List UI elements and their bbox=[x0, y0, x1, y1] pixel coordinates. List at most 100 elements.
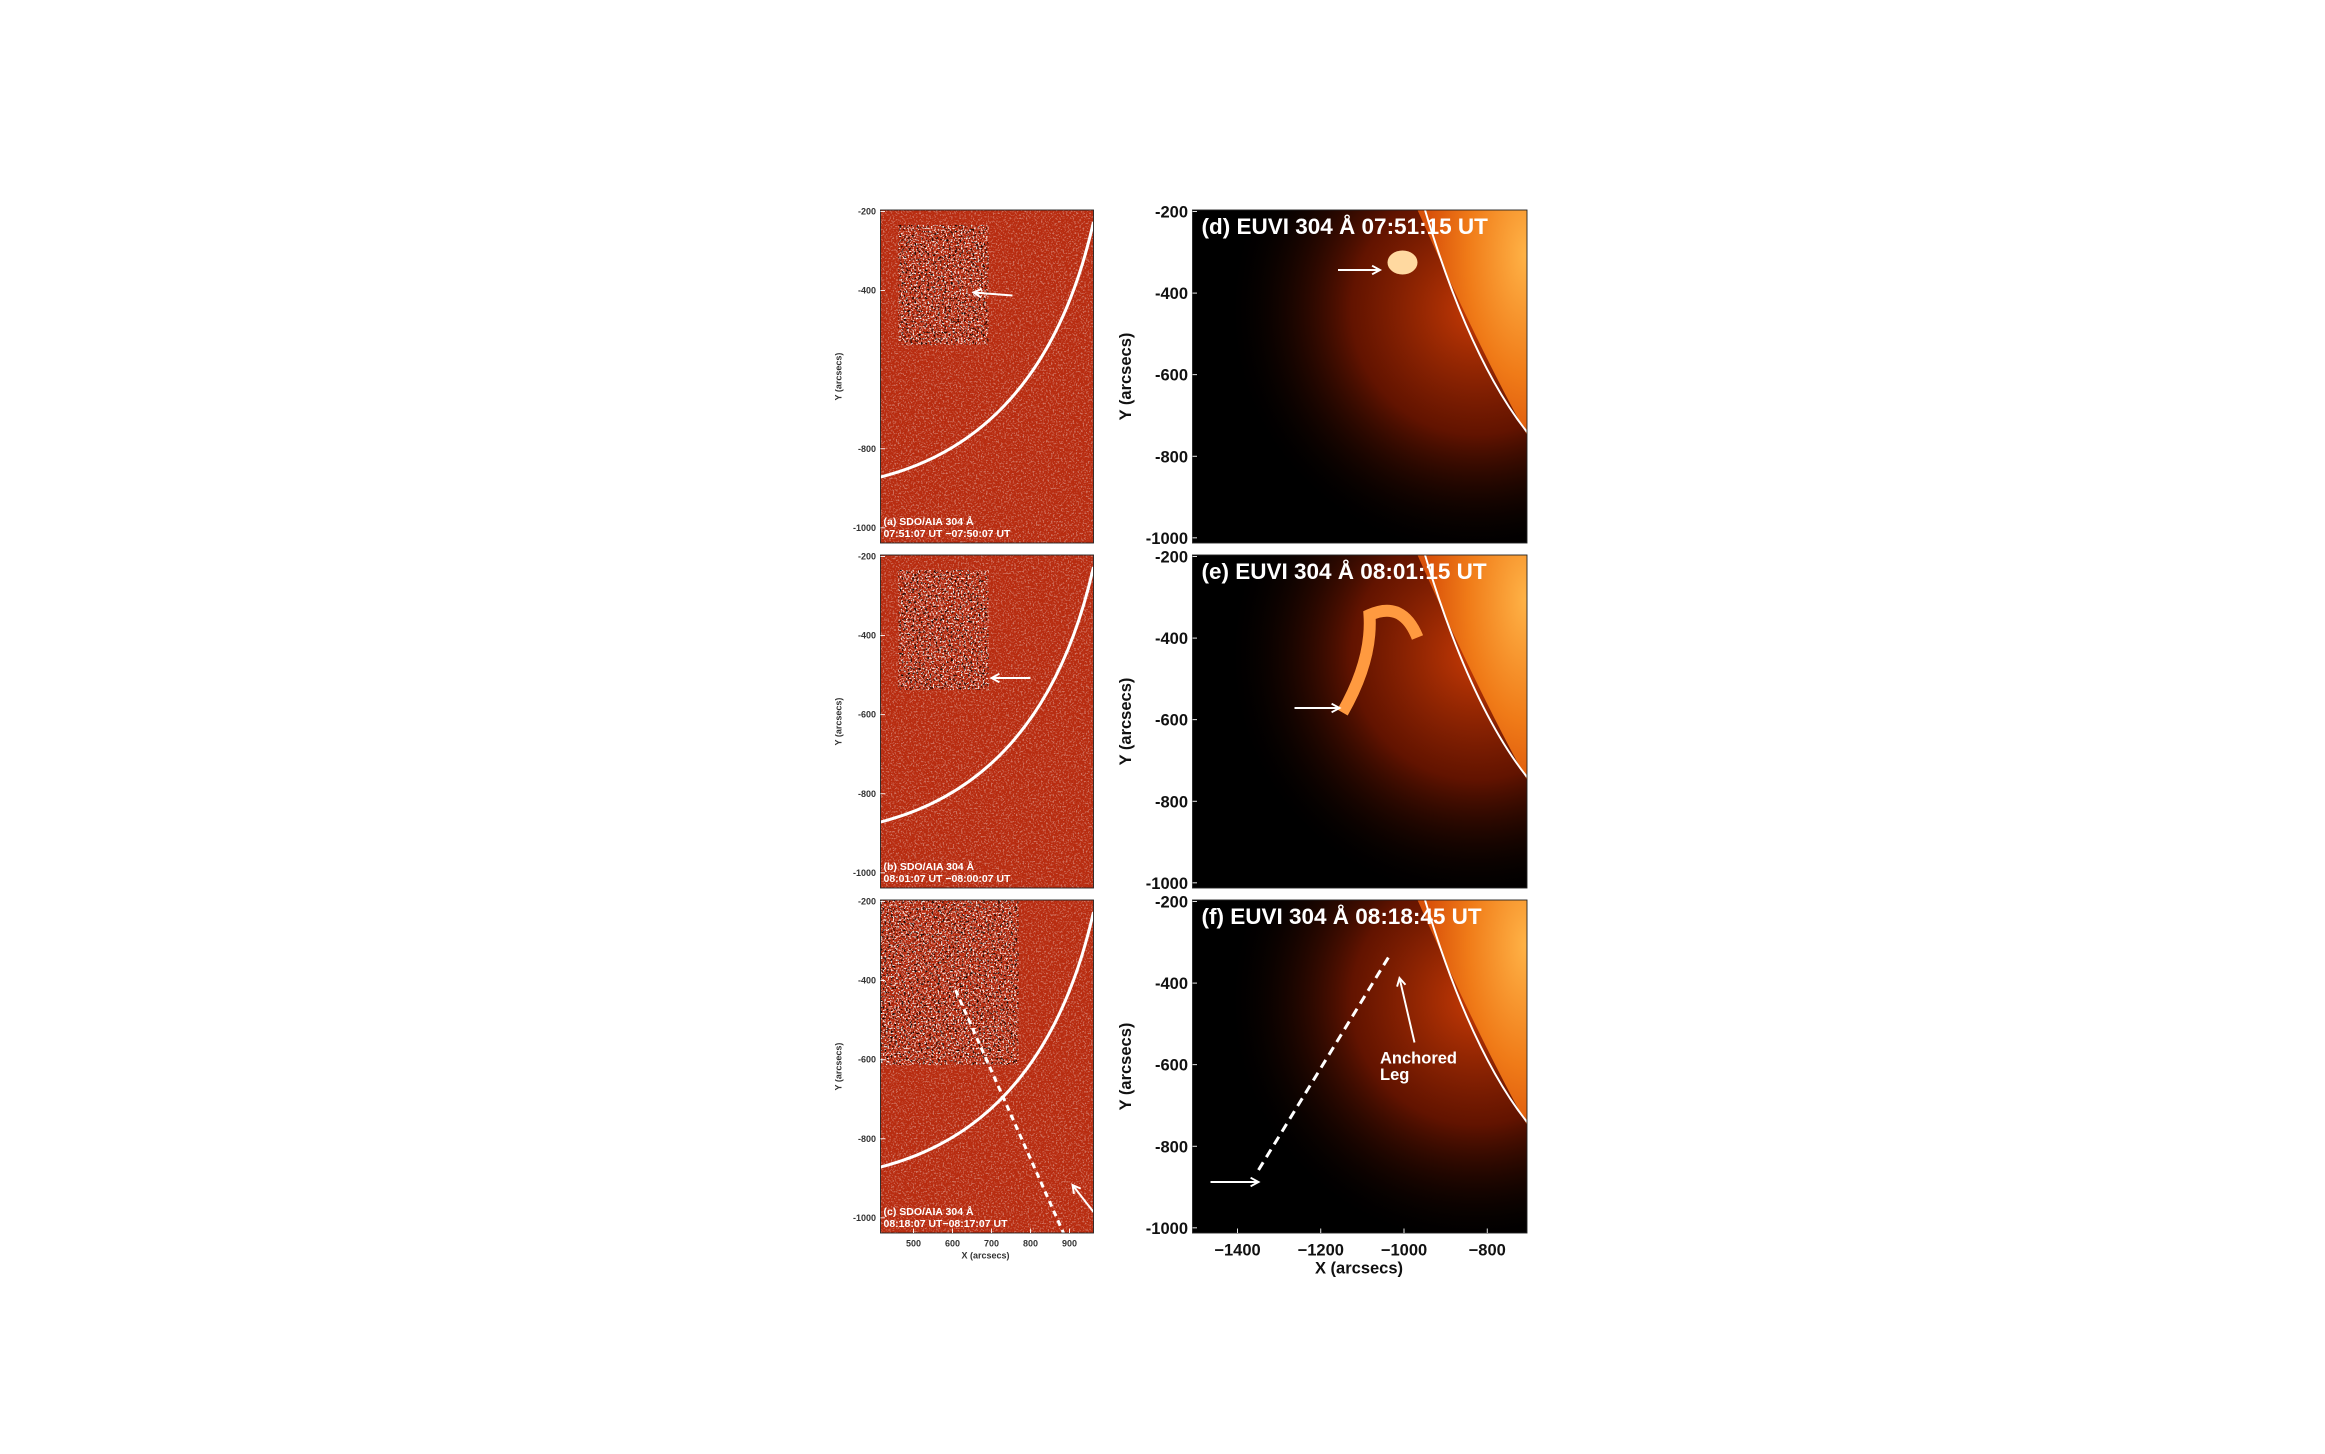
y-axis-label: Y (arcsecs) bbox=[1117, 678, 1135, 766]
y-tick-label: -400 bbox=[1155, 285, 1188, 303]
panel-label: (a) SDO/AIA 304 Å bbox=[884, 515, 974, 528]
y-tick-label: -200 bbox=[858, 897, 876, 907]
x-tick-label: 900 bbox=[1062, 1239, 1077, 1249]
y-tick-label: -200 bbox=[1155, 894, 1188, 912]
solar-limb bbox=[1424, 900, 1527, 1123]
solar-limb bbox=[880, 566, 1094, 824]
y-tick-label: -1000 bbox=[1146, 875, 1188, 893]
y-tick-label: -1000 bbox=[853, 523, 876, 533]
y-axis-label: Y (arcsecs) bbox=[834, 698, 844, 746]
y-tick-label: -400 bbox=[858, 631, 876, 641]
y-tick-label: -1000 bbox=[1146, 1220, 1188, 1238]
annotation: Anchored bbox=[1380, 1050, 1457, 1068]
solar-limb bbox=[880, 221, 1094, 479]
panel: (a) SDO/AIA 304 Å07:51:07 UT −07:50:07 U… bbox=[834, 207, 1094, 544]
arrow-head bbox=[1396, 976, 1407, 987]
x-tick-label: −1200 bbox=[1298, 1242, 1344, 1260]
y-tick-label: -600 bbox=[858, 1055, 876, 1065]
prominence bbox=[1387, 250, 1418, 275]
y-tick-label: -200 bbox=[1155, 549, 1188, 567]
x-tick-label: 800 bbox=[1023, 1239, 1038, 1249]
x-tick-label: 600 bbox=[945, 1239, 960, 1249]
solar-limb bbox=[1424, 555, 1527, 778]
arrow-head bbox=[989, 672, 1000, 684]
y-tick-label: -1000 bbox=[1146, 530, 1188, 548]
panel-title: (f) EUVI 304 Å 08:18:45 UT bbox=[1202, 903, 1482, 929]
y-tick-label: -800 bbox=[858, 789, 876, 799]
arrow-head bbox=[971, 287, 983, 299]
solar-limb bbox=[1424, 210, 1527, 433]
y-tick-label: -600 bbox=[1155, 367, 1188, 385]
y-tick-label: -600 bbox=[858, 710, 876, 720]
panel: (d) EUVI 304 Å 07:51:15 UT -200 -400 -600 -8… bbox=[1117, 204, 1528, 548]
y-tick-label: -400 bbox=[1155, 975, 1188, 993]
y-tick-label: -800 bbox=[1155, 1138, 1188, 1156]
arrow-head bbox=[1250, 1176, 1261, 1188]
y-tick-label: -800 bbox=[1155, 448, 1188, 466]
x-tick-label: −1400 bbox=[1214, 1242, 1260, 1260]
panel: (b) SDO/AIA 304 Å08:01:07 UT −08:00:07 U… bbox=[834, 552, 1094, 889]
arrow-head bbox=[1371, 264, 1383, 276]
panel-frame bbox=[1192, 554, 1528, 889]
panel-frame bbox=[880, 209, 1094, 544]
y-tick-label: -1000 bbox=[853, 868, 876, 878]
sun-disk bbox=[1417, 555, 1527, 780]
panel-label: 07:51:07 UT −07:50:07 UT bbox=[884, 528, 1012, 540]
y-axis-label: Y (arcsecs) bbox=[834, 353, 844, 401]
figure-body: (a) SDO/AIA 304 Å07:51:07 UT −07:50:07 U… bbox=[834, 204, 1528, 1278]
y-tick-label: -200 bbox=[1155, 204, 1188, 222]
active-region bbox=[898, 225, 989, 345]
arrow bbox=[1398, 977, 1416, 1043]
panel-label: 08:01:07 UT −08:00:07 UT bbox=[884, 873, 1012, 885]
y-axis-label: Y (arcsecs) bbox=[834, 1043, 844, 1091]
annotation: Leg bbox=[1380, 1066, 1409, 1084]
dashed-track bbox=[1257, 953, 1392, 1171]
x-tick-label: 700 bbox=[984, 1239, 999, 1249]
solar-limb bbox=[880, 911, 1094, 1169]
panel: (e) EUVI 304 Å 08:01:15 UT -200 -400 -600 -8… bbox=[1117, 549, 1528, 893]
y-tick-label: -600 bbox=[1155, 1057, 1188, 1075]
panel-label: (c) SDO/AIA 304 Å bbox=[884, 1205, 974, 1218]
y-tick-label: -200 bbox=[858, 207, 876, 217]
arrow bbox=[973, 291, 1013, 297]
x-tick-label: −800 bbox=[1469, 1242, 1506, 1260]
y-tick-label: -800 bbox=[858, 444, 876, 454]
arrow bbox=[1071, 1184, 1094, 1213]
panel-frame bbox=[1192, 899, 1528, 1234]
active-region bbox=[898, 570, 989, 690]
panel-label: (b) SDO/AIA 304 Å bbox=[884, 860, 975, 873]
y-tick-label: -400 bbox=[858, 286, 876, 296]
arrow-head bbox=[1071, 1183, 1082, 1195]
y-tick-label: -400 bbox=[1155, 630, 1188, 648]
y-tick-label: -1000 bbox=[853, 1213, 876, 1223]
panel-title: (e) EUVI 304 Å 08:01:15 UT bbox=[1202, 558, 1487, 584]
panel-frame bbox=[880, 554, 1094, 889]
arrow-head bbox=[1331, 702, 1342, 714]
x-tick-label: −1000 bbox=[1381, 1242, 1427, 1260]
y-tick-label: -400 bbox=[858, 976, 876, 986]
y-axis-label: Y (arcsecs) bbox=[1117, 1023, 1135, 1111]
image bbox=[880, 900, 1094, 1233]
image bbox=[880, 210, 1094, 543]
y-tick-label: -600 bbox=[1155, 712, 1188, 730]
panel-frame bbox=[880, 899, 1094, 1234]
active-region bbox=[880, 900, 1019, 1065]
x-tick-label: 500 bbox=[906, 1239, 921, 1249]
x-axis-label: X (arcsecs) bbox=[961, 1251, 1009, 1261]
image bbox=[1192, 555, 1527, 888]
y-tick-label: -800 bbox=[858, 1134, 876, 1144]
panel: (c) SDO/AIA 304 Å08:18:07 UT−08:17:07 UT… bbox=[834, 897, 1094, 1261]
sun-disk bbox=[1417, 210, 1527, 435]
y-tick-label: -200 bbox=[858, 552, 876, 562]
y-axis-label: Y (arcsecs) bbox=[1117, 333, 1135, 421]
x-axis-label: X (arcsecs) bbox=[1315, 1260, 1403, 1278]
panel-frame bbox=[1192, 209, 1528, 544]
sun-disk bbox=[1417, 900, 1527, 1125]
y-tick-label: -800 bbox=[1155, 793, 1188, 811]
panel-label: 08:18:07 UT−08:17:07 UT bbox=[884, 1218, 1009, 1230]
prominence bbox=[1337, 604, 1424, 716]
image bbox=[880, 555, 1094, 888]
image bbox=[1192, 210, 1527, 543]
